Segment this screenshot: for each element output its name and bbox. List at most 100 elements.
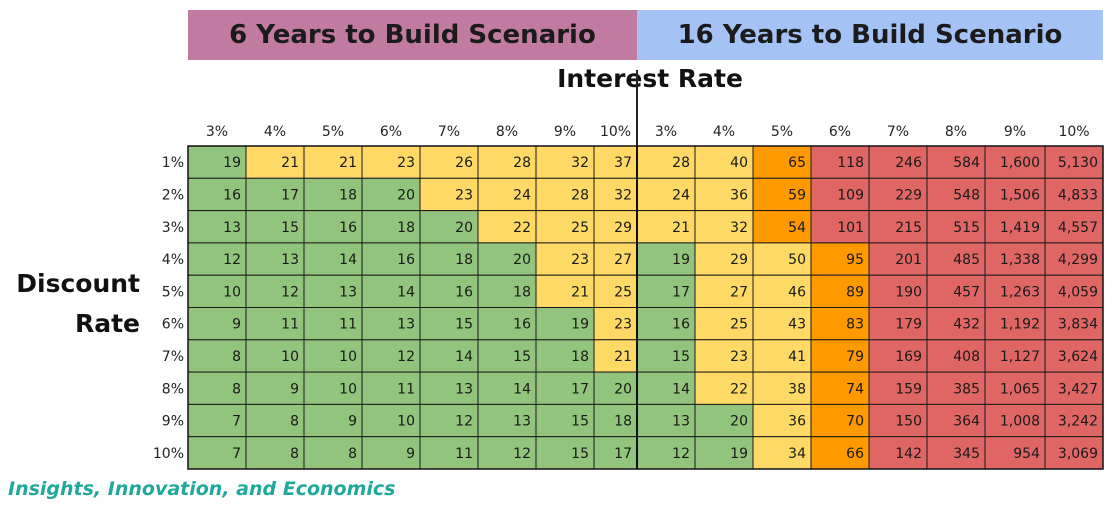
heatmap-cell bbox=[868, 371, 928, 405]
cell-value: 32 bbox=[730, 220, 748, 236]
cell-value: 190 bbox=[895, 284, 922, 300]
cell-value: 8 bbox=[290, 446, 299, 462]
cell-value: 3,624 bbox=[1058, 349, 1098, 365]
cell-value: 26 bbox=[455, 155, 473, 171]
heatmap-cell bbox=[636, 177, 696, 212]
heatmap-cell bbox=[694, 242, 754, 276]
cell-value: 23 bbox=[614, 317, 632, 333]
heatmap-cell bbox=[984, 177, 1046, 212]
cell-value: 16 bbox=[397, 252, 415, 268]
heatmap-cell bbox=[1044, 307, 1104, 341]
cell-value: 20 bbox=[455, 220, 473, 236]
cell-value: 584 bbox=[953, 155, 980, 171]
cell-value: 46 bbox=[788, 284, 806, 300]
cell-value: 14 bbox=[339, 252, 357, 268]
cell-value: 345 bbox=[953, 446, 980, 462]
cell-value: 28 bbox=[513, 155, 531, 171]
cell-value: 20 bbox=[730, 414, 748, 430]
cell-value: 10 bbox=[339, 381, 357, 397]
cell-value: 11 bbox=[339, 317, 357, 333]
cell-value: 79 bbox=[846, 349, 864, 365]
heatmap-cell bbox=[245, 371, 305, 405]
heatmap-cell bbox=[926, 307, 986, 341]
cell-value: 16 bbox=[513, 317, 531, 333]
heatmap-cell bbox=[477, 436, 537, 470]
cell-value: 20 bbox=[397, 187, 415, 203]
cell-value: 14 bbox=[672, 381, 690, 397]
row-header: 9% bbox=[162, 414, 184, 430]
cell-value: 4,833 bbox=[1058, 187, 1098, 203]
cell-value: 66 bbox=[846, 446, 864, 462]
cell-value: 70 bbox=[846, 414, 864, 430]
cell-value: 201 bbox=[895, 252, 922, 268]
heatmap-cell bbox=[593, 307, 638, 341]
cell-value: 17 bbox=[281, 187, 299, 203]
cell-value: 11 bbox=[397, 381, 415, 397]
cell-value: 15 bbox=[281, 220, 299, 236]
cell-value: 548 bbox=[953, 187, 980, 203]
cell-value: 432 bbox=[953, 317, 980, 333]
cell-value: 18 bbox=[571, 349, 589, 365]
cell-value: 385 bbox=[953, 381, 980, 397]
heatmap-cell bbox=[477, 242, 537, 276]
cell-value: 36 bbox=[788, 414, 806, 430]
row-header: 5% bbox=[162, 284, 184, 300]
cell-value: 3,242 bbox=[1058, 414, 1098, 430]
heatmap-cell bbox=[187, 436, 247, 470]
cell-value: 12 bbox=[455, 414, 473, 430]
cell-value: 11 bbox=[455, 446, 473, 462]
heatmap-cell bbox=[636, 307, 696, 341]
cell-value: 17 bbox=[614, 446, 632, 462]
cell-value: 15 bbox=[571, 414, 589, 430]
row-header: 1% bbox=[162, 155, 184, 171]
cell-value: 18 bbox=[397, 220, 415, 236]
heatmap-cell bbox=[984, 403, 1046, 438]
cell-value: 59 bbox=[788, 187, 806, 203]
heatmap-cell bbox=[187, 403, 247, 438]
cell-value: 34 bbox=[788, 446, 806, 462]
cell-value: 74 bbox=[846, 381, 864, 397]
heatmap-cell bbox=[361, 274, 421, 309]
heatmap-cell bbox=[593, 177, 638, 212]
heatmap-cell bbox=[361, 403, 421, 438]
cell-value: 89 bbox=[846, 284, 864, 300]
heatmap-chart: 3% 4% 5% 6% 7% 8% 9% 10% 3% 4% 5% 6% 7% 8% 9% 10% 1% 19 21… bbox=[153, 124, 1104, 470]
y-axis-title: Discount Rate bbox=[0, 264, 140, 344]
cell-value: 20 bbox=[614, 381, 632, 397]
heatmap-cell bbox=[477, 307, 537, 341]
heatmap-cell bbox=[984, 436, 1046, 470]
row-header: 7% bbox=[162, 349, 184, 365]
heatmap-cell bbox=[361, 339, 421, 373]
heatmap-cell bbox=[1044, 242, 1104, 276]
column-header: 3% bbox=[206, 124, 228, 140]
heatmap-cell bbox=[752, 371, 812, 405]
heatmap-cell bbox=[535, 371, 595, 405]
cell-value: 4,299 bbox=[1058, 252, 1098, 268]
heatmap-cell bbox=[752, 274, 812, 309]
cell-value: 364 bbox=[953, 414, 980, 430]
heatmap-cell bbox=[926, 403, 986, 438]
cell-value: 118 bbox=[837, 155, 864, 171]
heatmap-cell bbox=[535, 274, 595, 309]
cell-value: 17 bbox=[571, 381, 589, 397]
heatmap-cell bbox=[245, 145, 305, 179]
cell-value: 24 bbox=[672, 187, 690, 203]
y-axis-title-line2: Rate bbox=[74, 309, 140, 338]
cell-value: 13 bbox=[455, 381, 473, 397]
cell-value: 32 bbox=[614, 187, 632, 203]
cell-value: 8 bbox=[348, 446, 357, 462]
column-header: 6% bbox=[380, 124, 402, 140]
heatmap-cell bbox=[535, 242, 595, 276]
heatmap-cell bbox=[926, 177, 986, 212]
cell-value: 21 bbox=[672, 220, 690, 236]
cell-value: 9 bbox=[348, 414, 357, 430]
heatmap-cell bbox=[419, 339, 479, 373]
cell-value: 29 bbox=[730, 252, 748, 268]
row-header: 2% bbox=[162, 187, 184, 203]
heatmap-cell bbox=[984, 274, 1046, 309]
heatmap-cell bbox=[419, 436, 479, 470]
column-header: 9% bbox=[554, 124, 576, 140]
cell-value: 109 bbox=[837, 187, 864, 203]
heatmap-cell bbox=[477, 274, 537, 309]
heatmap-cell bbox=[593, 145, 638, 179]
